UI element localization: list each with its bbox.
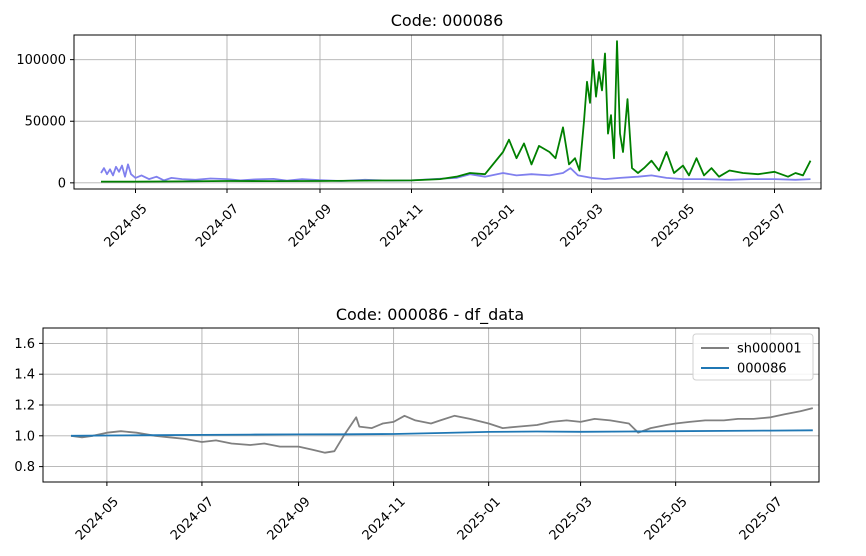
chart-normalized: Code: 000086 - df_data 2024-05 2024-07 202… (14, 305, 820, 544)
x-tick-label: 2024-09 (286, 201, 335, 250)
series-line-sh000001 (70, 407, 814, 454)
legend-label: 000086 (737, 362, 787, 377)
x-tick-label: 2025-05 (649, 201, 698, 250)
y-tick-label: 1.6 (14, 337, 35, 352)
x-tick-label: 2025-03 (547, 494, 596, 543)
plot-frame (73, 34, 822, 190)
y-tick-label: 50000 (25, 115, 66, 130)
x-tick-label: 2025-03 (558, 201, 607, 250)
x-tick-label: 2024-05 (102, 201, 151, 250)
series-line-series-0 (100, 163, 811, 182)
y-tick-label: 0.8 (14, 460, 35, 475)
y-tick-label: 1.0 (14, 429, 35, 444)
x-tick-label: 2025-07 (741, 201, 790, 250)
series-line-000086 (70, 429, 813, 437)
chart-volume: Code: 000086 2024-05 2024-07 2024-09 2024-1… (16, 11, 822, 251)
x-tick-label: 2025-05 (642, 494, 691, 543)
x-tick-label: 2024-11 (360, 494, 409, 543)
chart-title: Code: 000086 (391, 11, 504, 30)
y-tick-label: 1.4 (14, 368, 35, 383)
x-tick-label: 2024-05 (73, 494, 122, 543)
x-tick-label: 2025-01 (455, 494, 504, 543)
x-tick-label: 2025-07 (737, 494, 786, 543)
legend-label: sh000001 (737, 342, 802, 357)
x-tick-label: 2024-07 (193, 201, 242, 250)
series-line-series-1 (101, 40, 812, 183)
y-tick-label: 1.2 (14, 399, 35, 414)
x-tick-label: 2024-11 (378, 201, 427, 250)
x-tick-label: 2024-09 (265, 494, 314, 543)
y-tick-label: 100000 (16, 53, 66, 68)
x-tick-label: 2025-01 (469, 201, 518, 250)
y-tick-label: 0 (58, 176, 66, 191)
legend: sh000001 000086 (692, 333, 814, 381)
x-tick-label: 2024-07 (168, 494, 217, 543)
chart-title: Code: 000086 - df_data (336, 305, 524, 325)
